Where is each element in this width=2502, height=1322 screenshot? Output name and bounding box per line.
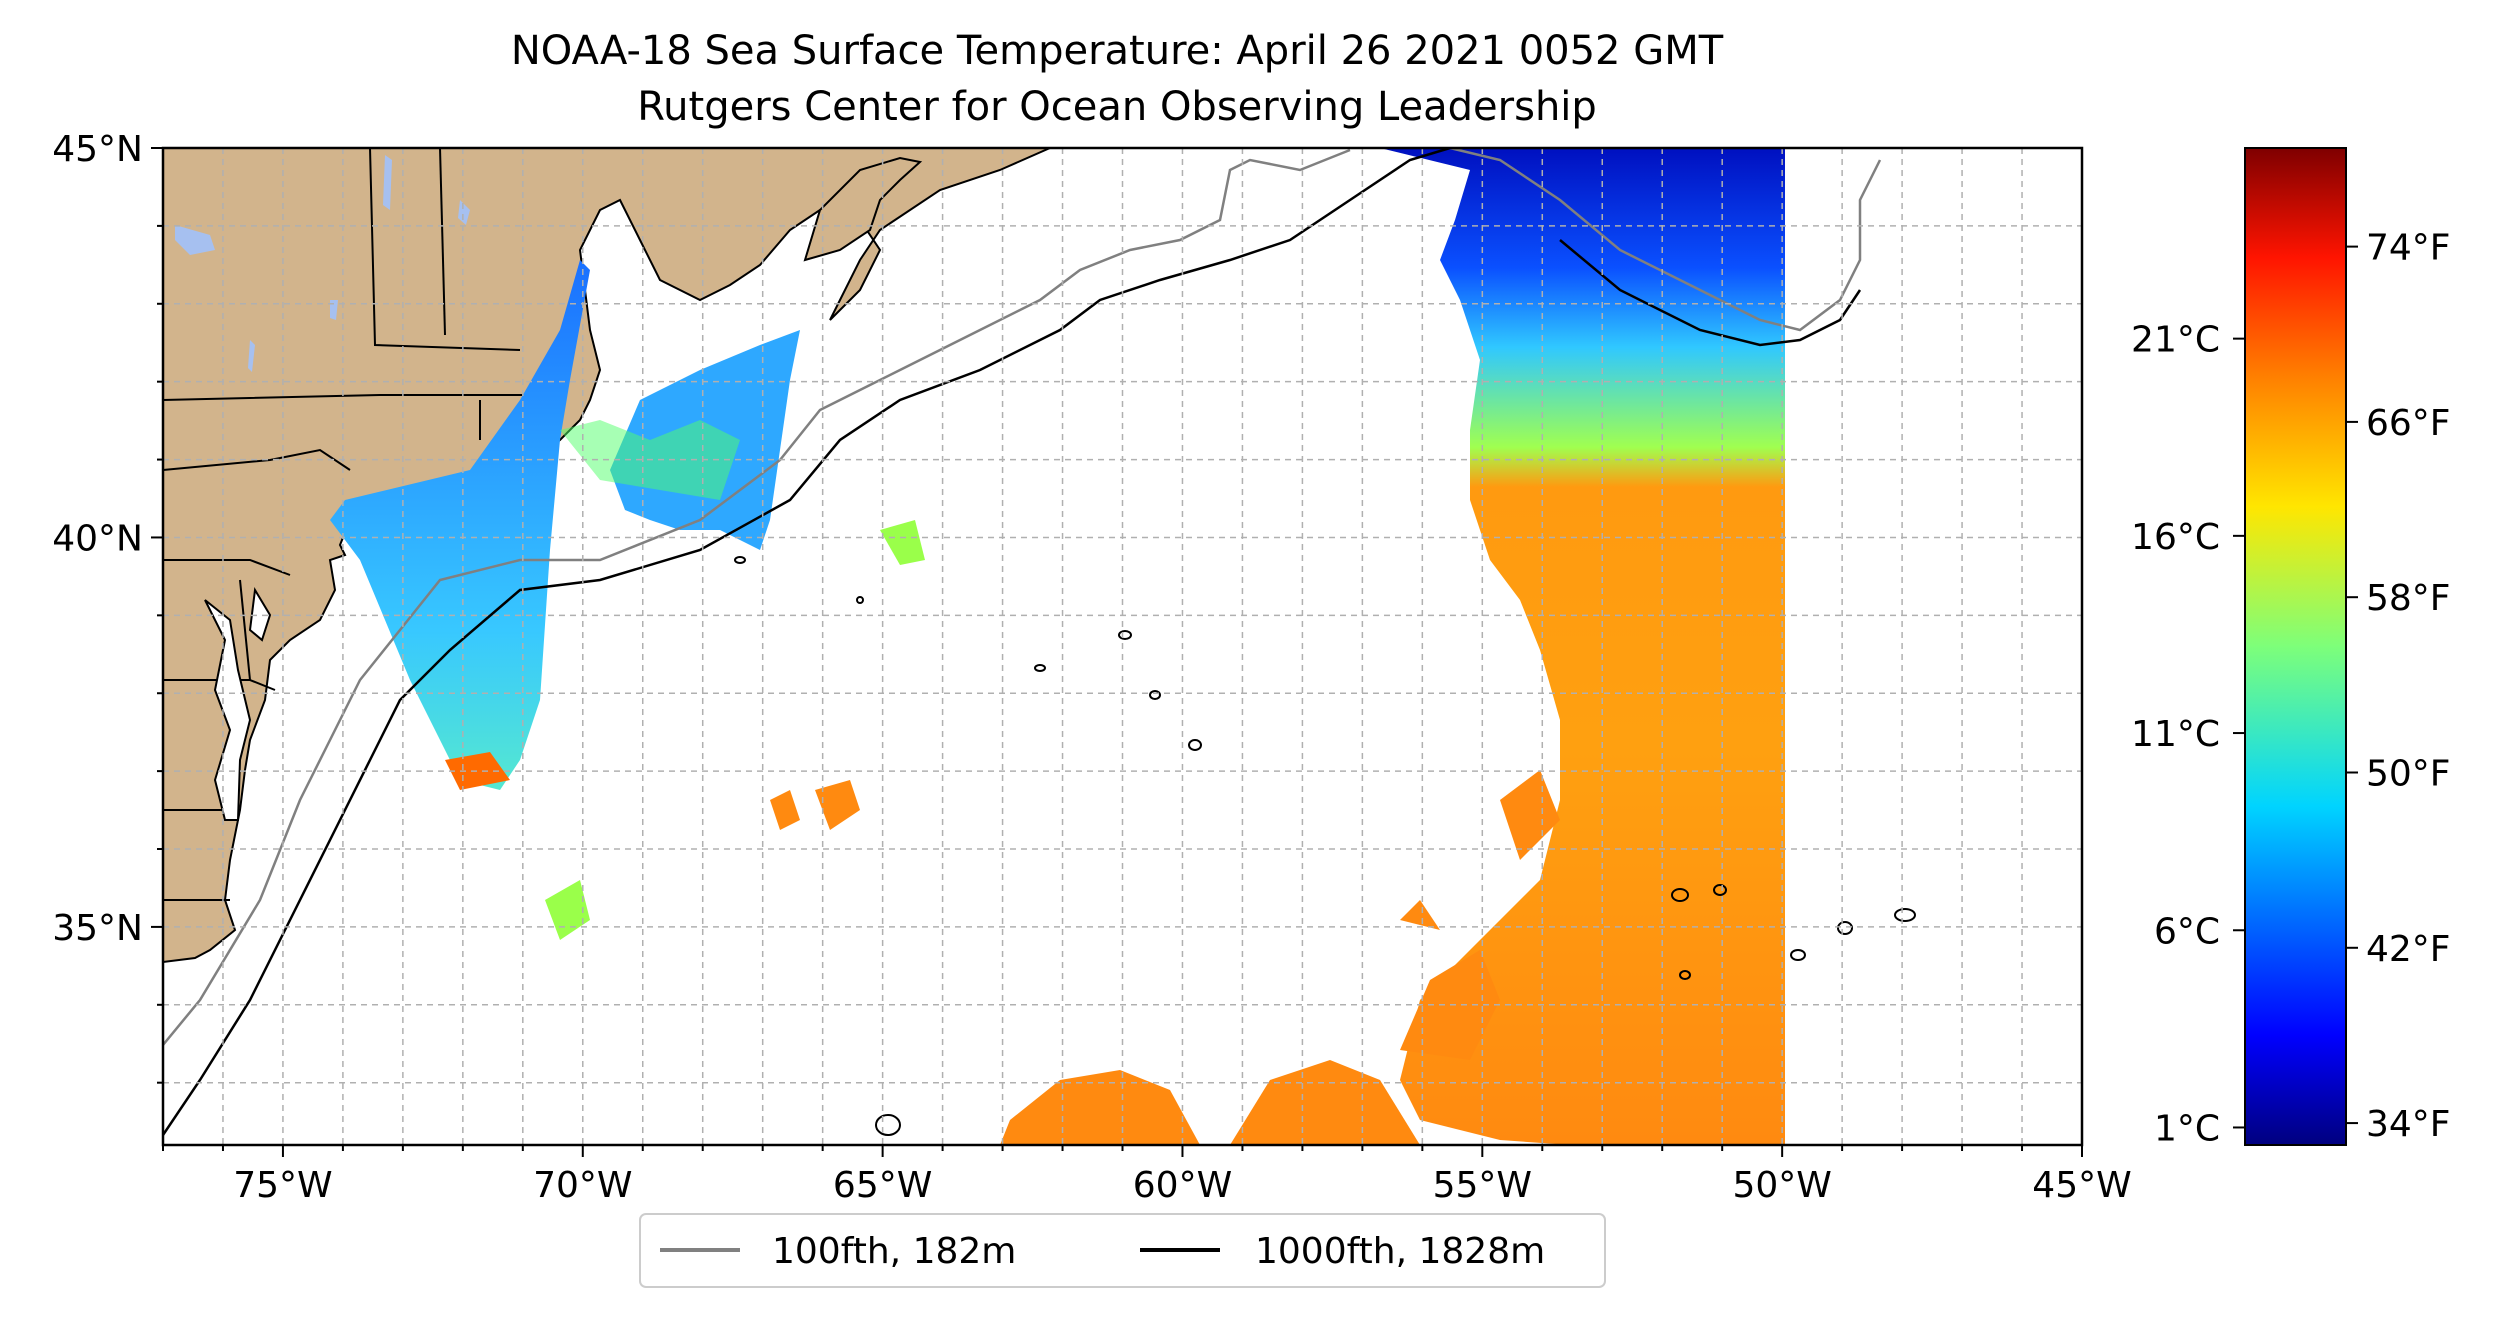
fahrenheit-tick-label: 50°F xyxy=(2366,753,2451,794)
sst-swath-west xyxy=(330,260,590,790)
lat-tick-label: 35°N xyxy=(52,908,143,949)
lon-axis: 75°W 70°W 65°W 60°W 55°W 50°W 45°W xyxy=(162,1145,2132,1206)
sst-green-patches xyxy=(545,520,925,940)
fahrenheit-tick-label: 58°F xyxy=(2366,578,2451,619)
delaware-bay xyxy=(248,587,272,642)
celsius-tick-label: 6°C xyxy=(2154,911,2220,952)
lon-tick-label: 55°W xyxy=(1433,1165,1532,1206)
lat-tick-label: 40°N xyxy=(52,518,143,559)
land-mass xyxy=(163,148,1051,964)
contour-100fth xyxy=(163,148,1351,1046)
chesapeake-bay xyxy=(204,599,252,821)
lon-tick-label: 60°W xyxy=(1133,1165,1232,1206)
celsius-tick-label: 11°C xyxy=(2131,714,2220,755)
lat-tick-label: 45°N xyxy=(52,129,143,170)
colorbar-gradient xyxy=(2244,147,2347,1146)
contour-1000fth xyxy=(163,148,1451,1136)
contour-legend: 100fth, 182m 1000fth, 1828m xyxy=(639,1213,1606,1288)
map-panel xyxy=(163,148,2082,1145)
fahrenheit-tick-label: 34°F xyxy=(2366,1104,2451,1145)
gridlines xyxy=(163,148,2082,1145)
lon-tick-label: 70°W xyxy=(533,1165,632,1206)
seamounts xyxy=(734,556,1916,1136)
celsius-tick-label: 16°C xyxy=(2131,517,2220,558)
map-title-line2: Rutgers Center for Ocean Observing Leade… xyxy=(637,84,1597,130)
lat-axis: 45°N 40°N 35°N xyxy=(52,129,163,1084)
nova-scotia xyxy=(803,156,923,262)
legend-label-100fth: 100fth, 182m xyxy=(772,1231,1016,1272)
map-title-line1: NOAA-18 Sea Surface Temperature: April 2… xyxy=(511,28,1724,74)
fahrenheit-tick-label: 74°F xyxy=(2366,228,2451,269)
lon-tick-label: 65°W xyxy=(833,1165,932,1206)
lon-tick-label: 45°W xyxy=(2032,1165,2131,1206)
fahrenheit-tick-label: 66°F xyxy=(2366,403,2451,444)
lon-tick-label: 50°W xyxy=(1732,1165,1831,1206)
colorbar: 74°F 66°F 58°F 50°F 42°F 34°F 21°C 16°C 11°C 6°C 1… xyxy=(2131,147,2451,1149)
state-borders xyxy=(163,148,540,901)
celsius-tick-label: 1°C xyxy=(2154,1108,2220,1149)
lon-tick-label: 75°W xyxy=(233,1165,332,1206)
lakes xyxy=(175,155,470,372)
sst-warm-spot xyxy=(445,752,510,790)
sst-scattered-patches xyxy=(770,770,1560,1145)
fahrenheit-tick-label: 42°F xyxy=(2366,929,2451,970)
sst-swath-east xyxy=(1380,148,1785,1145)
legend-label-1000fth: 1000fth, 1828m xyxy=(1255,1231,1545,1272)
celsius-tick-label: 21°C xyxy=(2131,320,2220,361)
